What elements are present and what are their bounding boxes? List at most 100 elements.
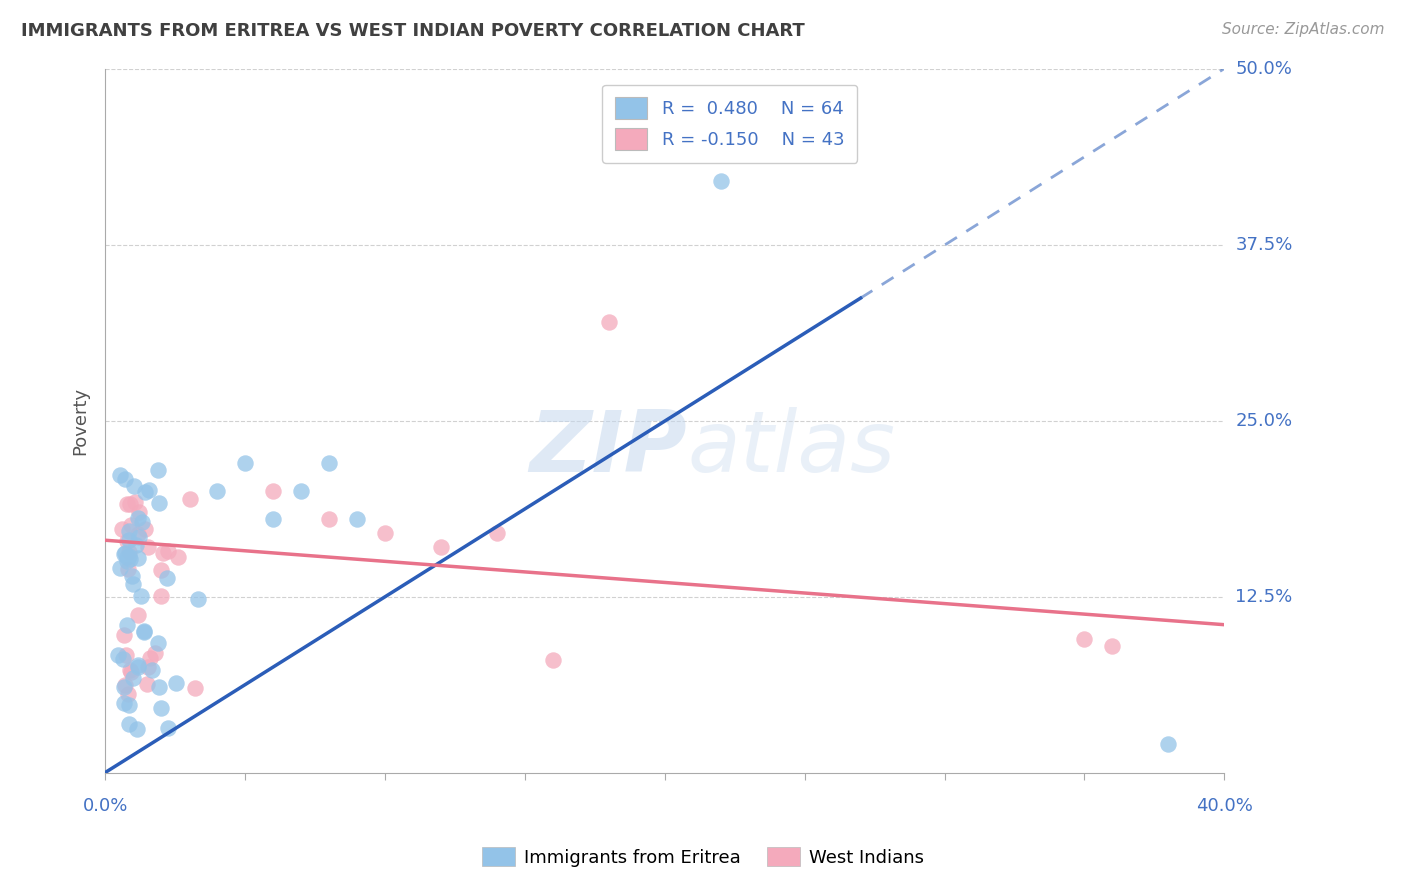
Point	[125, 538, 148, 552]
Point	[136, 677, 159, 691]
Point	[108, 561, 131, 575]
Point	[111, 522, 134, 536]
Point	[127, 660, 149, 674]
Point	[124, 478, 146, 492]
Point	[114, 546, 136, 560]
Point	[120, 665, 142, 679]
Point	[148, 636, 170, 650]
Point	[156, 571, 179, 585]
Text: 37.5%: 37.5%	[1236, 235, 1294, 253]
Point	[121, 569, 143, 583]
Point	[118, 533, 141, 547]
Point	[167, 550, 190, 565]
Point	[131, 515, 153, 529]
Point	[129, 589, 152, 603]
Point	[374, 526, 396, 541]
Point	[112, 628, 135, 642]
Point	[128, 505, 150, 519]
Point	[124, 495, 146, 509]
Point	[139, 651, 162, 665]
Point	[127, 607, 149, 622]
Point	[485, 526, 508, 541]
Point	[118, 716, 141, 731]
Text: 40.0%: 40.0%	[1197, 797, 1253, 815]
Point	[107, 648, 129, 663]
Point	[143, 646, 166, 660]
Point	[138, 483, 160, 497]
Point	[152, 546, 174, 560]
Point	[118, 497, 141, 511]
Text: 50.0%: 50.0%	[1236, 60, 1292, 78]
Point	[117, 687, 139, 701]
Point	[346, 512, 368, 526]
Point	[114, 696, 136, 710]
Point	[148, 496, 170, 510]
Y-axis label: Poverty: Poverty	[72, 386, 89, 455]
Point	[112, 652, 135, 666]
Point	[120, 517, 142, 532]
Point	[134, 624, 156, 639]
Text: Source: ZipAtlas.com: Source: ZipAtlas.com	[1222, 22, 1385, 37]
Point	[117, 562, 139, 576]
Text: 0.0%: 0.0%	[83, 797, 128, 815]
Legend: R =  0.480    N = 64, R = -0.150    N = 43: R = 0.480 N = 64, R = -0.150 N = 43	[602, 85, 858, 163]
Point	[118, 544, 141, 558]
Point	[318, 512, 340, 526]
Point	[127, 658, 149, 673]
Point	[136, 660, 159, 674]
Point	[1101, 639, 1123, 653]
Point	[127, 550, 149, 565]
Point	[262, 512, 284, 526]
Point	[114, 648, 136, 663]
Point	[710, 174, 733, 188]
Point	[290, 483, 312, 498]
Point	[165, 676, 187, 690]
Point	[115, 497, 138, 511]
Point	[598, 315, 620, 329]
Point	[149, 590, 172, 604]
Point	[156, 721, 179, 735]
Point	[114, 677, 136, 691]
Point	[132, 624, 155, 639]
Point	[187, 591, 209, 606]
Point	[262, 483, 284, 498]
Point	[118, 524, 141, 538]
Point	[125, 722, 148, 736]
Point	[118, 551, 141, 566]
Point	[112, 680, 135, 694]
Point	[121, 576, 143, 591]
Point	[233, 456, 256, 470]
Text: 25.0%: 25.0%	[1236, 411, 1292, 430]
Point	[136, 540, 159, 554]
Point	[110, 468, 132, 483]
Point	[430, 541, 453, 555]
Point	[205, 483, 228, 498]
Point	[114, 472, 136, 486]
Point	[121, 671, 143, 685]
Text: 12.5%: 12.5%	[1236, 588, 1292, 606]
Text: IMMIGRANTS FROM ERITREA VS WEST INDIAN POVERTY CORRELATION CHART: IMMIGRANTS FROM ERITREA VS WEST INDIAN P…	[21, 22, 804, 40]
Point	[128, 530, 150, 544]
Point	[115, 554, 138, 568]
Point	[318, 456, 340, 470]
Point	[115, 549, 138, 564]
Point	[127, 527, 149, 541]
Point	[150, 562, 173, 576]
Point	[118, 549, 141, 563]
Point	[120, 663, 142, 677]
Point	[1073, 632, 1095, 646]
Point	[150, 700, 173, 714]
Text: atlas: atlas	[688, 408, 896, 491]
Point	[112, 548, 135, 562]
Point	[117, 698, 139, 713]
Point	[541, 653, 564, 667]
Point	[117, 534, 139, 549]
Point	[134, 484, 156, 499]
Point	[184, 681, 207, 695]
Legend: Immigrants from Eritrea, West Indians: Immigrants from Eritrea, West Indians	[475, 840, 931, 874]
Point	[134, 522, 156, 536]
Point	[146, 463, 169, 477]
Point	[141, 663, 163, 677]
Point	[179, 491, 201, 506]
Point	[157, 544, 180, 558]
